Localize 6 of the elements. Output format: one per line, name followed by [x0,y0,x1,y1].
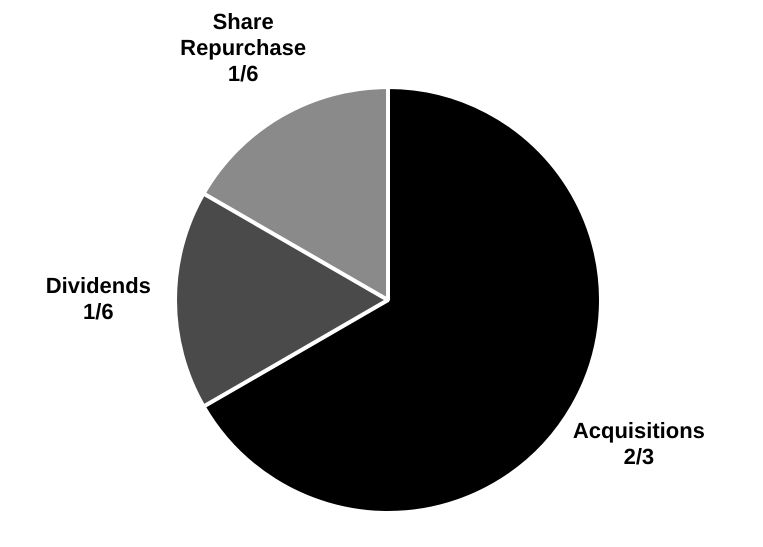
slice-label: Share Repurchase [180,9,306,60]
slice-label: Dividends [46,273,151,298]
data-label: 2/3 [624,444,654,469]
data-label: 1/6 [228,61,258,86]
data-label: 1/6 [83,299,114,324]
slice-label: Acquisitions [572,418,705,443]
